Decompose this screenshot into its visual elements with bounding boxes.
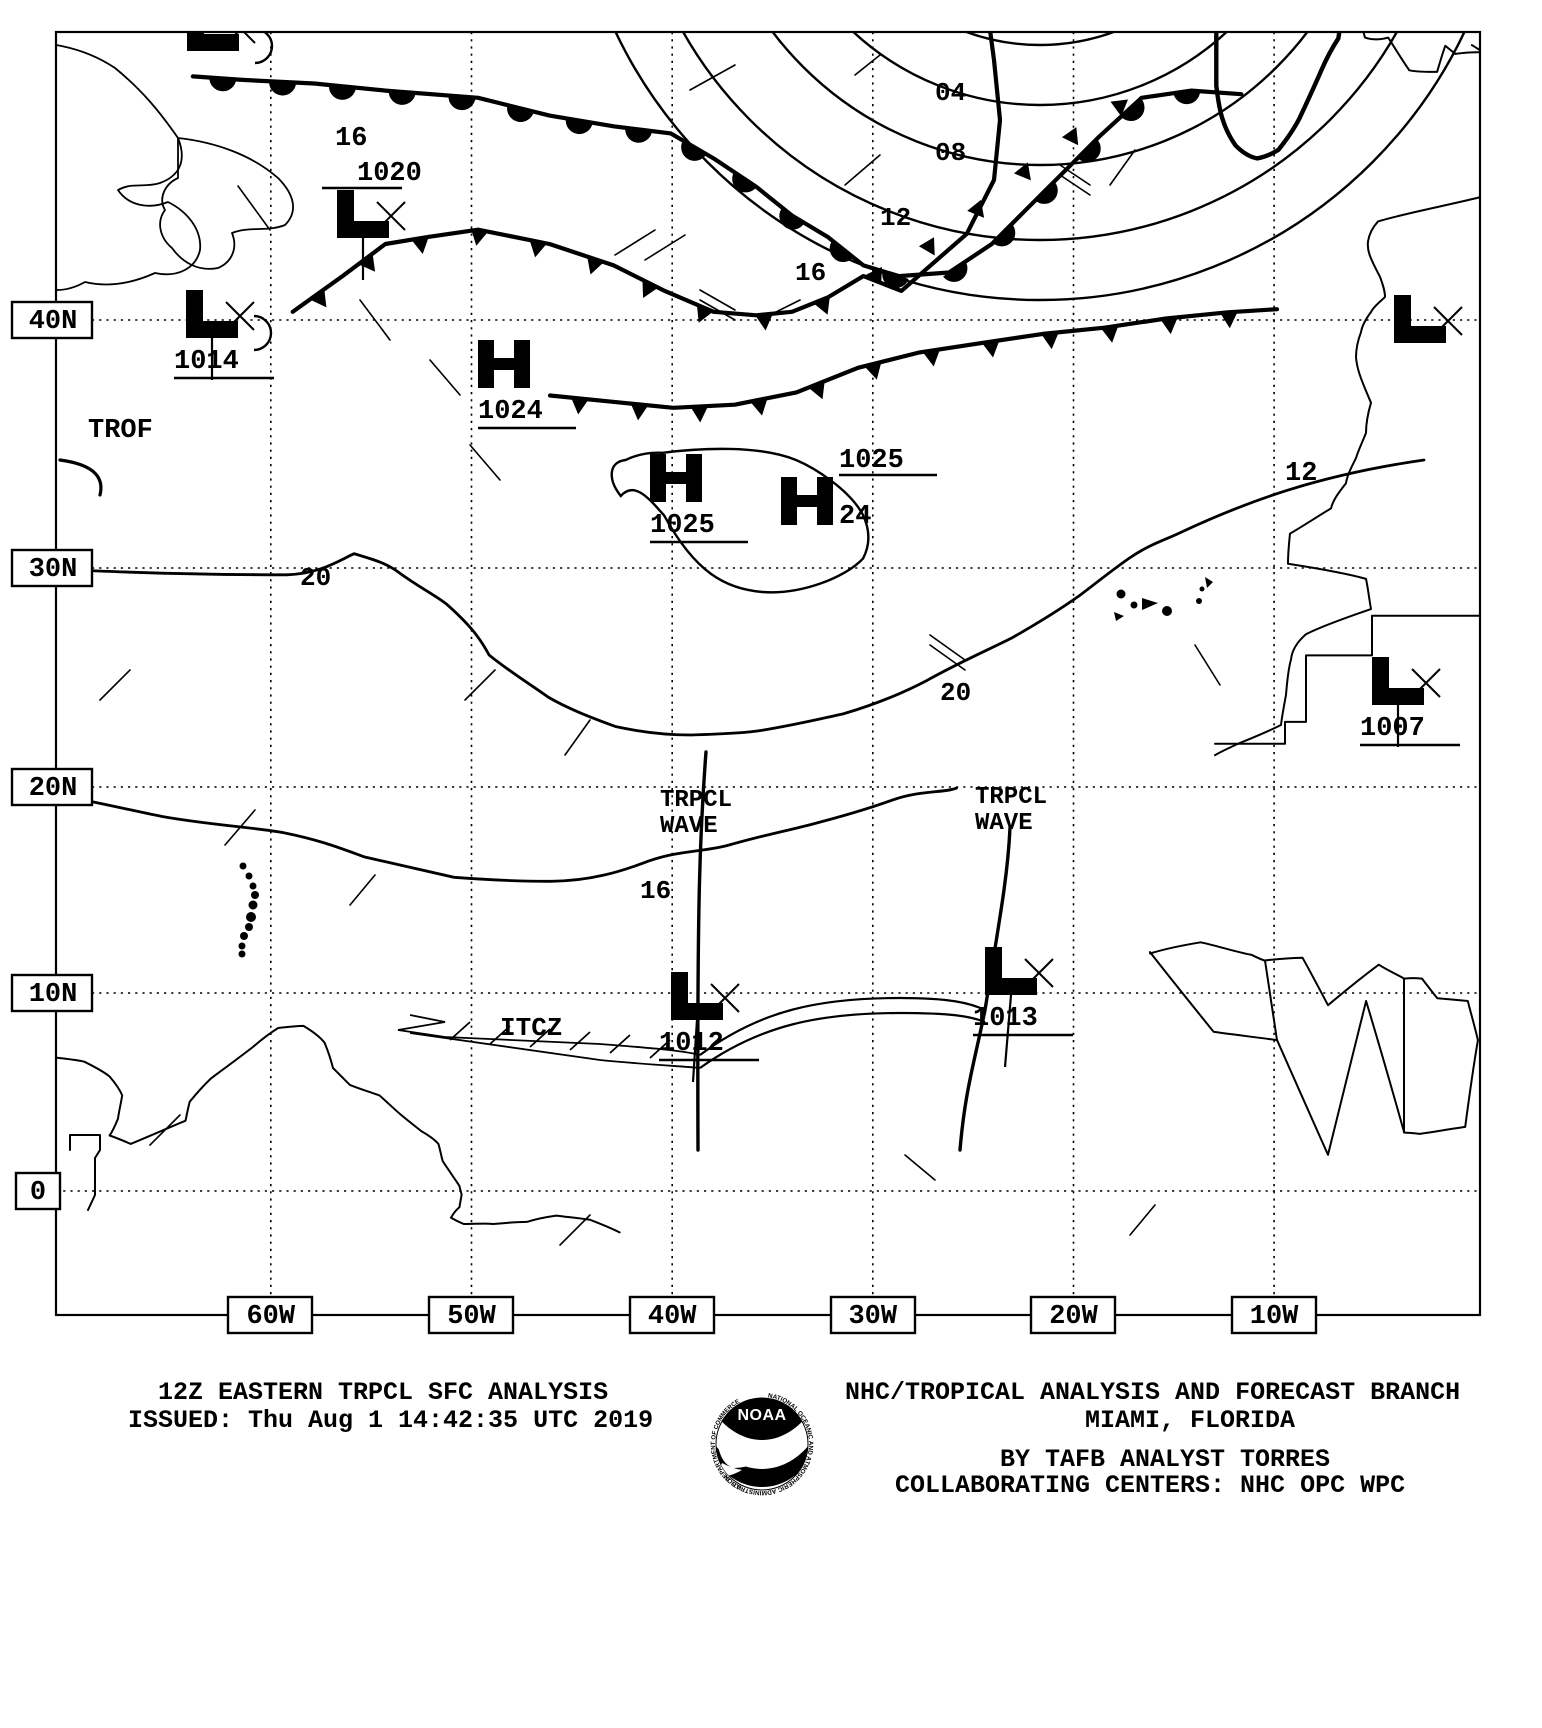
svg-text:30W: 30W [848, 1302, 897, 1332]
svg-text:WAVE: WAVE [660, 813, 718, 840]
svg-text:60W: 60W [246, 1302, 295, 1332]
svg-text:12: 12 [1285, 459, 1317, 489]
svg-text:BY TAFB ANALYST TORRES: BY TAFB ANALYST TORRES [1000, 1445, 1330, 1474]
svg-text:20: 20 [300, 563, 331, 593]
svg-text:1014: 1014 [174, 347, 239, 377]
svg-text:10N: 10N [29, 980, 78, 1010]
svg-text:WAVE: WAVE [975, 810, 1033, 837]
svg-text:30N: 30N [29, 555, 78, 585]
svg-text:TRPCL: TRPCL [660, 787, 732, 814]
svg-text:MIAMI, FLORIDA: MIAMI, FLORIDA [1085, 1406, 1295, 1435]
svg-text:ISSUED: Thu Aug 1 14:42:35 UTC: ISSUED: Thu Aug 1 14:42:35 UTC 2019 [128, 1406, 653, 1435]
svg-text:20W: 20W [1049, 1302, 1098, 1332]
svg-text:ITCZ: ITCZ [500, 1013, 562, 1043]
svg-text:10W: 10W [1250, 1302, 1299, 1332]
svg-text:0: 0 [30, 1178, 46, 1208]
svg-text:16: 16 [335, 124, 367, 154]
svg-text:1024: 1024 [478, 397, 543, 427]
svg-text:12Z EASTERN TRPCL SFC ANALYSIS: 12Z EASTERN TRPCL SFC ANALYSIS [158, 1378, 608, 1407]
svg-text:TROF: TROF [88, 416, 153, 446]
svg-text:20: 20 [940, 678, 971, 708]
svg-text:TRPCL: TRPCL [975, 784, 1047, 811]
svg-text:16: 16 [795, 258, 826, 288]
svg-text:NHC/TROPICAL ANALYSIS AND FORE: NHC/TROPICAL ANALYSIS AND FORECAST BRANC… [845, 1378, 1460, 1407]
svg-text:12: 12 [880, 203, 911, 233]
svg-text:50W: 50W [447, 1302, 496, 1332]
svg-text:NOAA: NOAA [737, 1407, 786, 1424]
svg-text:1025: 1025 [839, 446, 904, 476]
svg-text:40N: 40N [29, 307, 78, 337]
svg-text:04: 04 [935, 78, 966, 108]
svg-text:1025: 1025 [650, 511, 715, 541]
svg-text:16: 16 [640, 876, 671, 906]
svg-text:1020: 1020 [357, 159, 422, 189]
svg-text:08: 08 [935, 138, 966, 168]
svg-text:COLLABORATING CENTERS: NHC OPC: COLLABORATING CENTERS: NHC OPC WPC [895, 1471, 1405, 1500]
svg-text:20N: 20N [29, 774, 78, 804]
svg-text:40W: 40W [648, 1302, 697, 1332]
svg-text:1007: 1007 [1360, 714, 1425, 744]
svg-text:00: 00 [905, 8, 936, 38]
